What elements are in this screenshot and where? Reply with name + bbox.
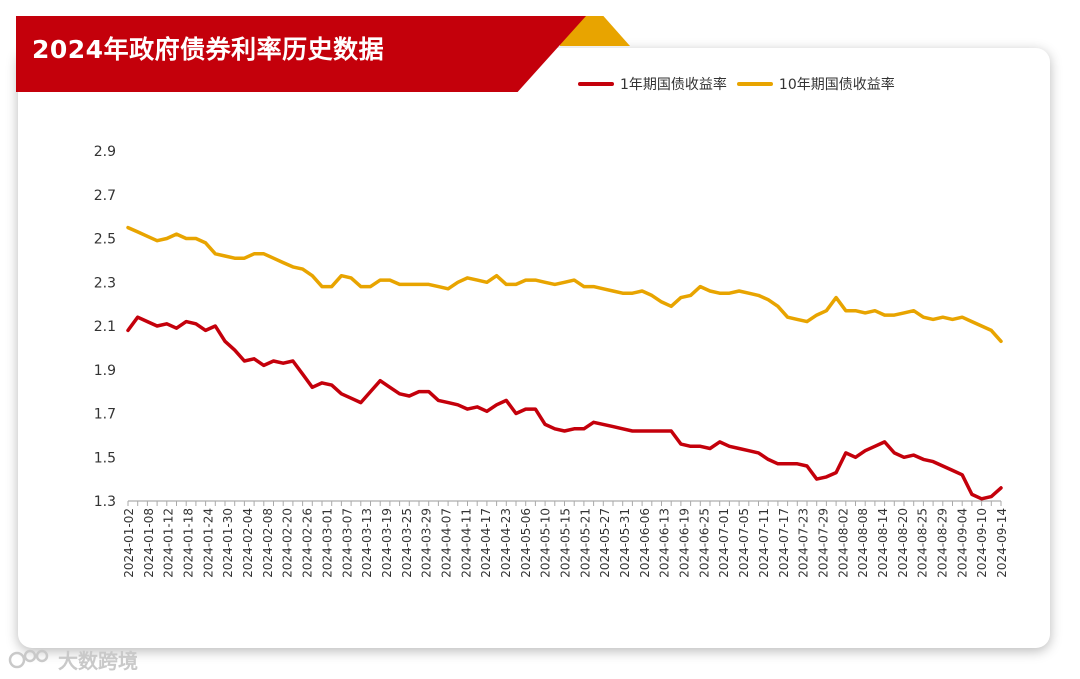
x-tick-label: 2024-01-12 xyxy=(162,508,176,578)
y-tick-label: 1.9 xyxy=(94,363,116,379)
x-tick-label: 2024-08-08 xyxy=(856,508,870,578)
x-tick-label: 2024-01-30 xyxy=(221,508,235,578)
y-tick-label: 1.7 xyxy=(94,407,116,423)
x-tick-label: 2024-07-17 xyxy=(777,508,791,578)
y-tick-label: 2.3 xyxy=(94,275,116,291)
x-tick-label: 2024-07-01 xyxy=(717,508,731,578)
x-tick-label: 2024-01-08 xyxy=(142,508,156,578)
watermark: 大数跨境 xyxy=(8,644,138,674)
x-tick-label: 2024-04-23 xyxy=(499,508,513,578)
x-tick-label: 2024-08-29 xyxy=(935,508,949,578)
y-tick-label: 1.3 xyxy=(94,494,116,510)
x-tick-label: 2024-08-02 xyxy=(836,508,850,578)
x-tick-label: 2024-06-19 xyxy=(678,508,692,578)
x-tick-label: 2024-07-29 xyxy=(816,508,830,578)
series-line-1 xyxy=(126,225,1003,344)
x-tick-label: 2024-06-13 xyxy=(658,508,672,578)
x-tick-label: 2024-02-08 xyxy=(261,508,275,578)
x-tick-label: 2024-03-19 xyxy=(380,508,394,578)
x-tick-label: 2024-05-21 xyxy=(578,508,592,578)
x-tick-label: 2024-08-14 xyxy=(876,508,890,578)
legend-swatch-1y xyxy=(578,82,614,86)
x-tick-label: 2024-02-04 xyxy=(241,508,255,578)
x-tick-label: 2024-05-31 xyxy=(618,508,632,578)
x-tick-label: 2024-09-14 xyxy=(995,508,1009,578)
series-line-0 xyxy=(126,315,1003,501)
y-tick-label: 2.9 xyxy=(94,144,116,160)
legend-item-1y[interactable]: 1年期国债收益率 xyxy=(578,74,727,94)
x-tick-label: 2024-03-25 xyxy=(400,508,414,578)
x-tick-label: 2024-09-04 xyxy=(955,508,969,578)
y-tick-label: 2.7 xyxy=(94,188,116,204)
x-tick-label: 2024-02-26 xyxy=(301,508,315,578)
x-tick-label: 2024-05-06 xyxy=(519,508,533,578)
watermark-text: 大数跨境 xyxy=(58,648,138,673)
x-tick-label: 2024-03-01 xyxy=(320,508,334,578)
legend: 1年期国债收益率 10年期国债收益率 xyxy=(578,72,905,96)
x-tick-label: 2024-01-02 xyxy=(122,508,136,578)
y-tick-label: 2.5 xyxy=(94,232,116,248)
x-tick-label: 2024-03-13 xyxy=(360,508,374,578)
x-tick-label: 2024-09-10 xyxy=(975,508,989,578)
title-banner xyxy=(16,16,586,92)
x-tick-label: 2024-04-11 xyxy=(459,508,473,578)
x-tick-label: 2024-07-11 xyxy=(757,508,771,578)
x-tick-label: 2024-07-05 xyxy=(737,508,751,578)
x-tick-label: 2024-03-07 xyxy=(340,508,354,578)
x-tick-label: 2024-01-24 xyxy=(201,508,215,578)
brand-logo-icon xyxy=(8,649,49,669)
x-tick-label: 2024-07-23 xyxy=(797,508,811,578)
x-tick-label: 2024-05-27 xyxy=(598,508,612,578)
x-tick-label: 2024-06-06 xyxy=(638,508,652,578)
x-tick-label: 2024-04-07 xyxy=(439,508,453,578)
x-tick-label: 2024-04-17 xyxy=(479,508,493,578)
x-tick-label: 2024-06-25 xyxy=(697,508,711,578)
chart-card xyxy=(18,48,1050,648)
x-tick-label: 2024-02-20 xyxy=(281,508,295,578)
x-tick-label: 2024-08-25 xyxy=(916,508,930,578)
x-tick-label: 2024-03-29 xyxy=(420,508,434,578)
x-tick-label: 2024-05-15 xyxy=(559,508,573,578)
x-tick-label: 2024-01-18 xyxy=(182,508,196,578)
x-tick-label: 2024-05-10 xyxy=(539,508,553,578)
chart-title: 2024年政府债券利率历史数据 xyxy=(32,35,385,64)
legend-label-1y: 1年期国债收益率 xyxy=(620,77,727,93)
y-tick-label: 1.5 xyxy=(94,450,116,466)
y-tick-label: 2.1 xyxy=(94,319,116,335)
legend-swatch-10y xyxy=(736,82,773,86)
legend-item-10y[interactable]: 10年期国债收益率 xyxy=(736,74,895,94)
legend-label-10y: 10年期国债收益率 xyxy=(778,77,895,93)
x-tick-label: 2024-08-20 xyxy=(896,508,910,578)
